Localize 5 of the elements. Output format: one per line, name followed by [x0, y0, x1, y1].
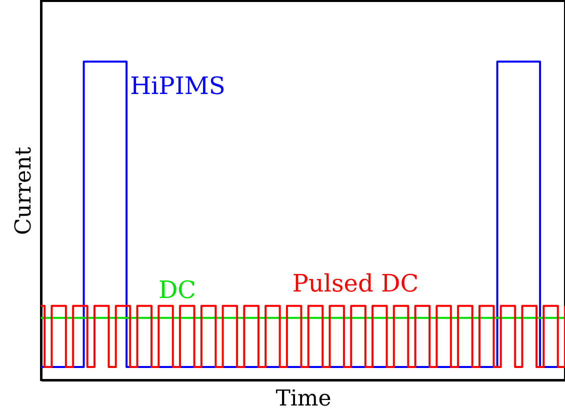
series-label: HiPIMS	[130, 72, 226, 100]
x-axis-title: Time	[276, 386, 332, 412]
y-axis-title: Current	[12, 146, 36, 236]
series-label: Pulsed DC	[292, 269, 419, 298]
series-label: DC	[158, 276, 196, 304]
